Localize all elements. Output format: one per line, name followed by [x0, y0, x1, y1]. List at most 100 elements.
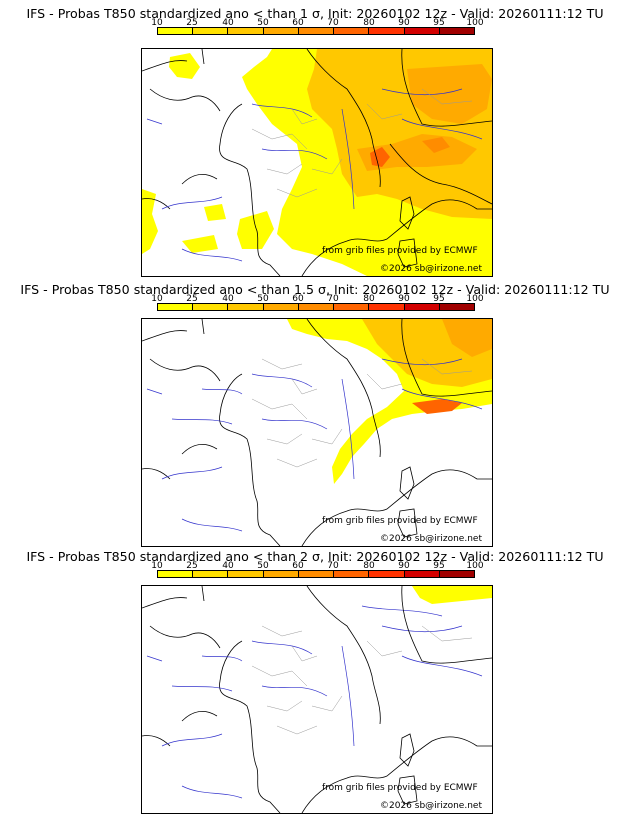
scale-swatch — [158, 571, 194, 577]
scale-swatch — [369, 304, 405, 310]
scale-label: 90 — [398, 294, 410, 304]
panel-title: IFS - Probas T850 standardized ano < tha… — [20, 282, 610, 297]
scale-label: 60 — [292, 561, 304, 571]
probability-map: from grib files provided by ECMWF ©2026 … — [141, 318, 493, 547]
scale-label: 10 — [151, 561, 163, 571]
color-scale-bar — [157, 303, 475, 311]
scale-label: 50 — [257, 294, 269, 304]
scale-label: 70 — [327, 294, 339, 304]
scale-label: 80 — [363, 561, 375, 571]
scale-label: 70 — [327, 561, 339, 571]
probability-map: from grib files provided by ECMWF ©2026 … — [141, 48, 493, 277]
probability-map: from grib files provided by ECMWF ©2026 … — [141, 585, 493, 814]
map-panel-2: IFS - Probas T850 standardized ano < tha… — [0, 276, 630, 548]
scale-swatch — [298, 571, 335, 577]
scale-swatch — [193, 28, 229, 34]
country-border — [306, 319, 492, 458]
corsica — [399, 196, 415, 230]
source-credit: from grib files provided by ECMWF — [322, 246, 478, 256]
scale-swatch — [404, 28, 440, 34]
scale-swatch — [193, 571, 229, 577]
scale-labels: 10 25 40 50 60 70 80 90 95 100 — [142, 294, 492, 304]
scale-label: 95 — [433, 18, 445, 28]
scale-label: 40 — [222, 294, 234, 304]
scale-swatch — [228, 571, 264, 577]
country-border — [306, 49, 492, 188]
scale-swatch — [334, 28, 370, 34]
scale-swatch — [334, 571, 370, 577]
scale-label: 25 — [186, 561, 198, 571]
scale-swatch — [263, 28, 299, 34]
prob-area-red — [422, 137, 450, 153]
country-border — [306, 586, 492, 725]
copyright-credit: ©2026 sb@irizone.net — [380, 801, 482, 811]
scale-swatch — [404, 304, 440, 310]
river — [146, 88, 483, 262]
scale-swatch — [158, 304, 194, 310]
scale-label: 50 — [257, 561, 269, 571]
coastline — [142, 358, 221, 480]
prob-area-dark-orange — [407, 64, 492, 124]
scale-swatch — [439, 304, 474, 310]
scale-swatch — [263, 304, 299, 310]
scale-label: 60 — [292, 294, 304, 304]
scale-swatch — [158, 28, 194, 34]
admin-borders — [251, 358, 473, 468]
prob-area-yellow — [237, 211, 274, 249]
scale-label: 90 — [398, 18, 410, 28]
admin-borders — [251, 625, 473, 735]
scale-label: 50 — [257, 18, 269, 28]
sardinia — [397, 775, 418, 805]
scale-swatch — [334, 304, 370, 310]
scale-label: 40 — [222, 561, 234, 571]
color-scale-bar — [157, 27, 475, 35]
scale-label: 95 — [433, 294, 445, 304]
color-scale-bar — [157, 570, 475, 578]
scale-swatch — [439, 571, 474, 577]
scale-swatch — [298, 28, 335, 34]
panel-title: IFS - Probas T850 standardized ano < tha… — [26, 6, 604, 21]
scale-label: 40 — [222, 18, 234, 28]
scale-label: 10 — [151, 294, 163, 304]
sardinia — [397, 238, 418, 268]
scale-label: 80 — [363, 294, 375, 304]
scale-label: 70 — [327, 18, 339, 28]
scale-label: 60 — [292, 18, 304, 28]
admin-borders — [251, 88, 473, 198]
map-panel-3: IFS - Probas T850 standardized ano < tha… — [0, 543, 630, 828]
panel-title: IFS - Probas T850 standardized ano < tha… — [26, 549, 604, 564]
scale-label: 25 — [186, 294, 198, 304]
scale-label: 90 — [398, 561, 410, 571]
scale-swatch — [369, 28, 405, 34]
sardinia — [397, 508, 418, 538]
scale-label: 80 — [363, 18, 375, 28]
scale-label: 100 — [466, 18, 484, 28]
coastline — [142, 625, 221, 747]
scale-swatch — [404, 571, 440, 577]
scale-swatch — [369, 571, 405, 577]
scale-swatch — [263, 571, 299, 577]
scale-label: 100 — [466, 561, 484, 571]
scale-label: 25 — [186, 18, 198, 28]
river — [146, 358, 483, 532]
scale-label: 100 — [466, 294, 484, 304]
scale-labels: 10 25 40 50 60 70 80 90 95 100 — [142, 561, 492, 571]
coastline — [142, 586, 492, 813]
coastline — [142, 88, 221, 210]
scale-swatch — [228, 28, 264, 34]
prob-area-dark-orange — [442, 319, 492, 357]
source-credit: from grib files provided by ECMWF — [322, 783, 478, 793]
prob-area-yellow — [182, 235, 218, 253]
corsica — [399, 466, 415, 500]
river — [146, 605, 483, 799]
copyright-credit: ©2026 sb@irizone.net — [380, 264, 482, 274]
scale-swatch — [298, 304, 335, 310]
corsica — [399, 733, 415, 767]
coastline — [142, 319, 492, 546]
prob-area-yellow — [412, 586, 492, 604]
scale-swatch — [193, 304, 229, 310]
prob-area-yellow — [169, 53, 200, 79]
source-credit: from grib files provided by ECMWF — [322, 516, 478, 526]
scale-label: 95 — [433, 561, 445, 571]
map-panel-1: IFS - Probas T850 standardized ano < tha… — [0, 0, 630, 282]
